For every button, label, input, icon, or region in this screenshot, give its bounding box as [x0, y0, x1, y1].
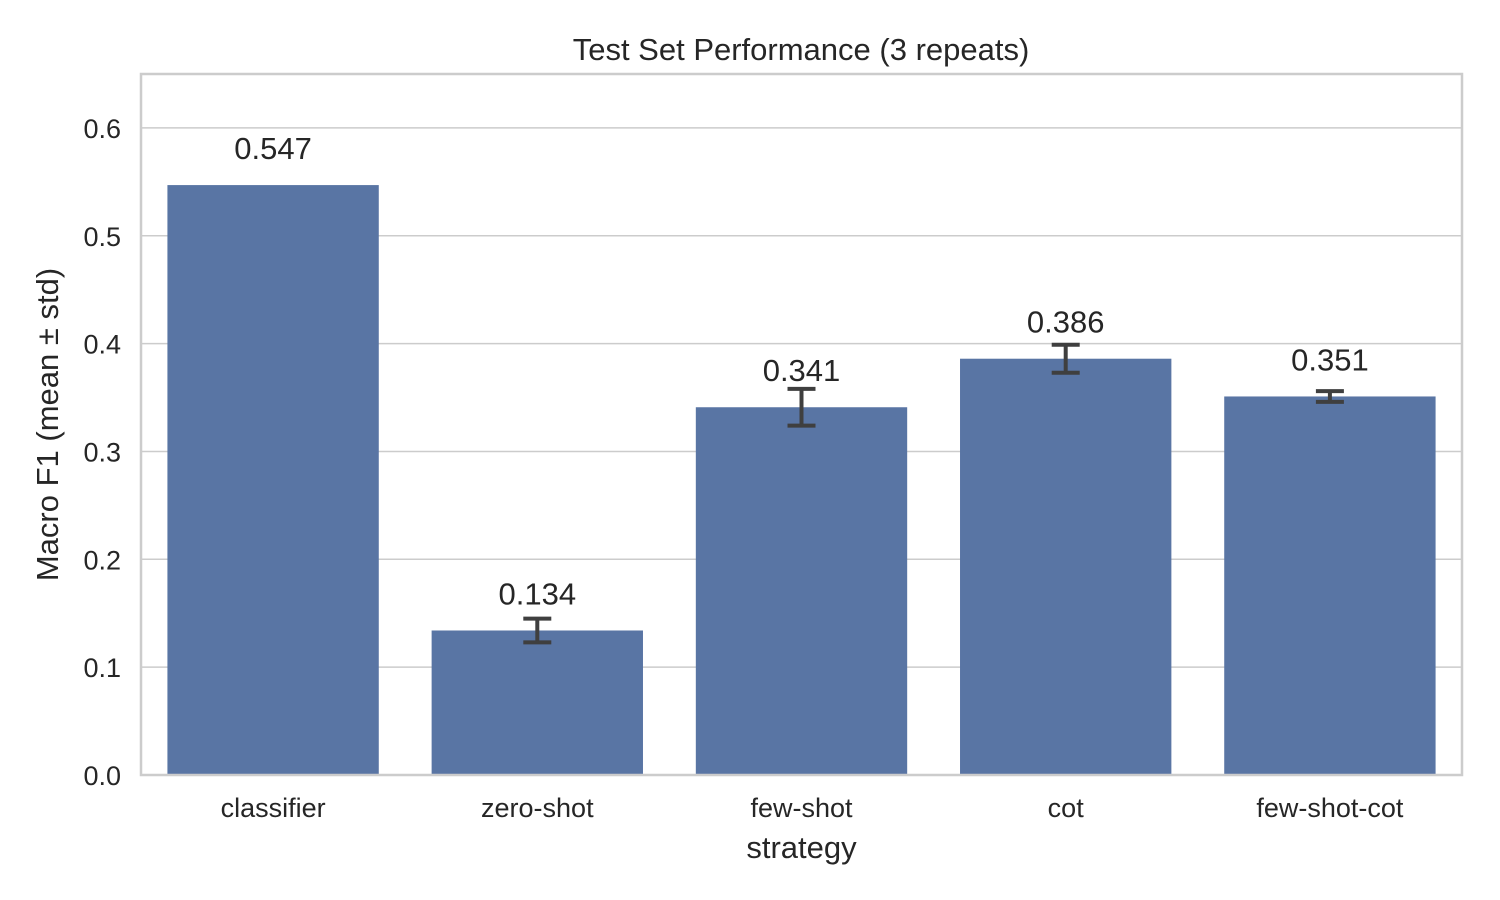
bar — [960, 358, 1172, 775]
data-label: 0.134 — [499, 576, 577, 611]
y-tick-label: 0.4 — [83, 330, 121, 360]
x-tick-label: few-shot — [750, 793, 853, 823]
x-tick-label: cot — [1048, 793, 1085, 823]
y-tick-label: 0.2 — [83, 545, 121, 575]
bar — [695, 407, 908, 775]
x-tick-label: classifier — [221, 793, 326, 823]
chart-title: Test Set Performance (3 repeats) — [573, 32, 1030, 67]
bar — [167, 185, 379, 775]
y-axis-label: Macro F1 (mean ± std) — [30, 268, 65, 581]
data-label: 0.351 — [1291, 342, 1369, 377]
x-tick-label: zero-shot — [481, 793, 594, 823]
x-axis-label: strategy — [746, 830, 857, 865]
x-tick-label: few-shot-cot — [1256, 793, 1404, 823]
plot-frame — [139, 72, 1464, 777]
y-tick-label: 0.1 — [83, 653, 121, 683]
bar — [1224, 396, 1436, 775]
data-label: 0.547 — [234, 131, 312, 166]
y-tick-label: 0.5 — [83, 222, 121, 252]
y-tick-label: 0.6 — [83, 114, 121, 144]
bar — [431, 630, 643, 775]
error-bars — [523, 342, 1344, 645]
x-tick-labels: classifier zero-shot few-shot cot few-shot-c… — [221, 793, 1404, 823]
data-label: 0.386 — [1027, 305, 1105, 340]
y-tick-label: 0.3 — [83, 437, 121, 467]
y-tick-label: 0.0 — [83, 761, 121, 791]
y-tick-labels: 0.0 0.1 0.2 0.3 0.4 0.5 0.6 — [83, 114, 121, 791]
data-label: 0.341 — [763, 353, 841, 388]
bars — [167, 185, 1436, 775]
data-labels: 0.547 0.134 0.341 0.386 0.351 — [234, 131, 1368, 611]
